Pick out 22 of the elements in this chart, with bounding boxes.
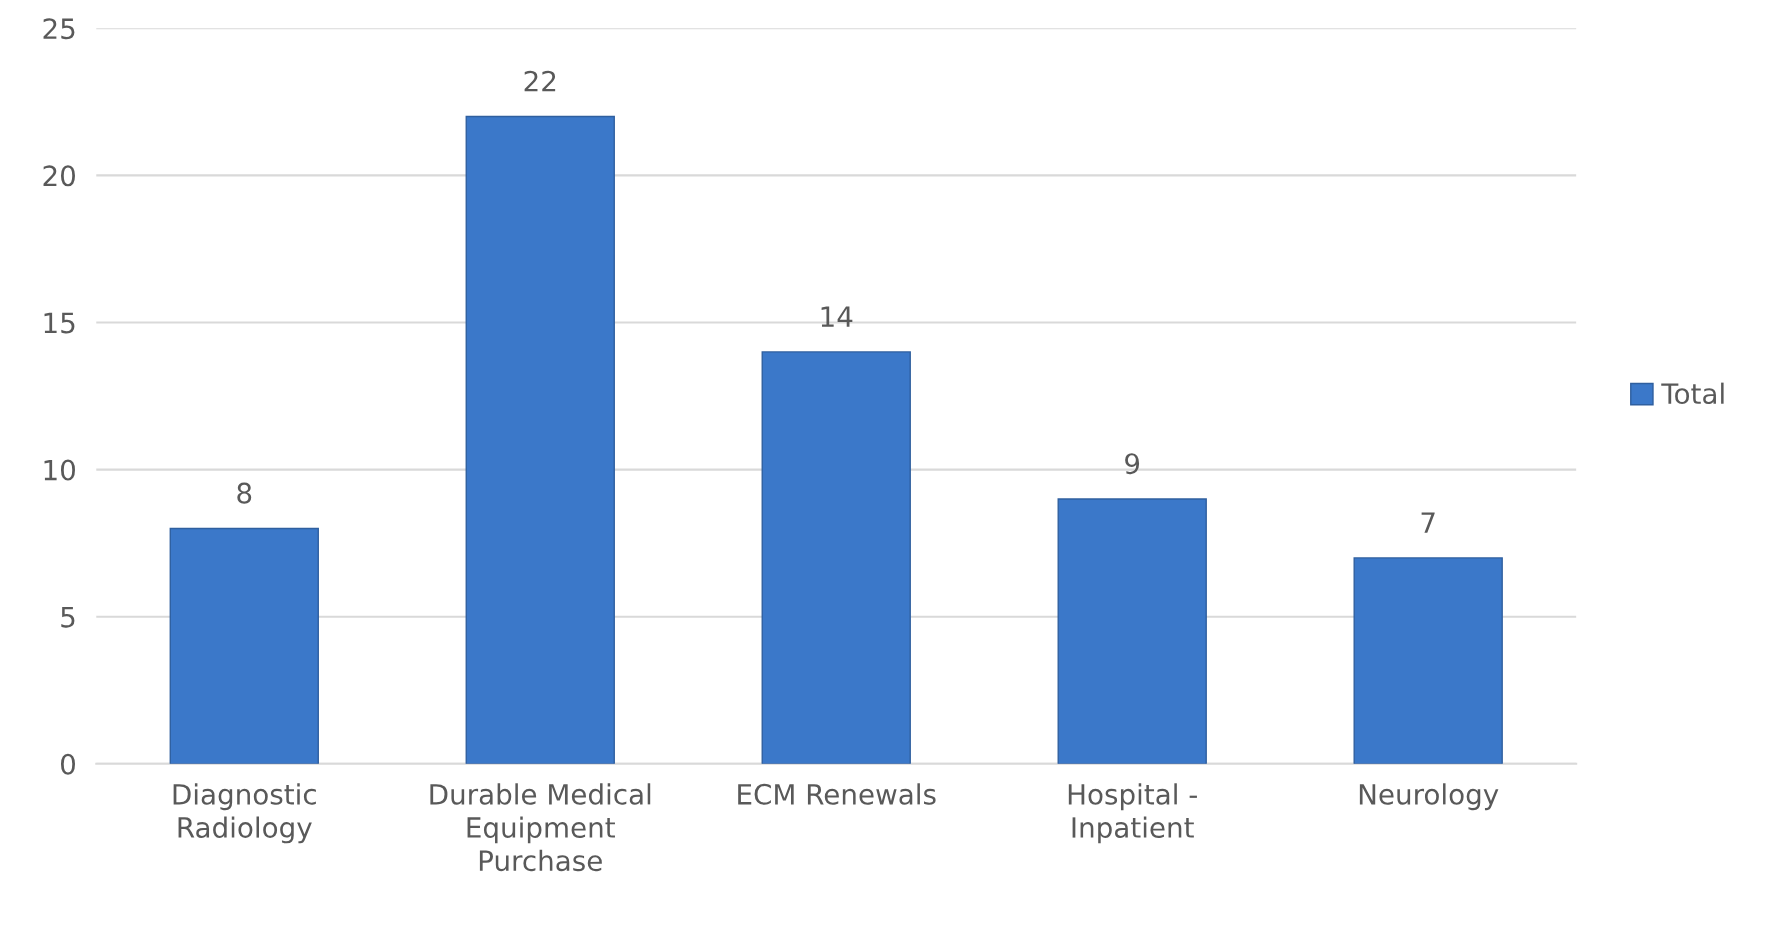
y-tick-label: 10 bbox=[44, 459, 75, 481]
data-label: 7 bbox=[1421, 512, 1435, 533]
y-tick-label: 0 bbox=[61, 753, 75, 775]
bar bbox=[1057, 498, 1207, 764]
legend-label: Total bbox=[1661, 382, 1724, 405]
bar bbox=[761, 351, 911, 764]
x-tick-label: Diagnostic Radiology bbox=[173, 783, 316, 844]
data-label: 9 bbox=[1125, 453, 1140, 475]
y-tick-label: 25 bbox=[43, 18, 75, 40]
x-tick-label: Hospital - Inpatient bbox=[1068, 783, 1197, 844]
bar bbox=[1353, 557, 1503, 764]
x-tick-label: Durable Medical Equipment Purchase bbox=[430, 783, 651, 872]
x-tick-label: Neurology bbox=[1359, 783, 1499, 811]
y-tick-label: 5 bbox=[61, 607, 75, 628]
x-tick-label: ECM Renewals bbox=[738, 783, 936, 805]
y-tick-label: 15 bbox=[44, 312, 75, 334]
data-label: 14 bbox=[821, 306, 853, 327]
bar bbox=[465, 115, 615, 764]
data-label: 22 bbox=[524, 70, 556, 92]
bar bbox=[169, 527, 319, 764]
y-tick-label: 20 bbox=[43, 165, 75, 187]
data-label: 8 bbox=[237, 482, 252, 504]
